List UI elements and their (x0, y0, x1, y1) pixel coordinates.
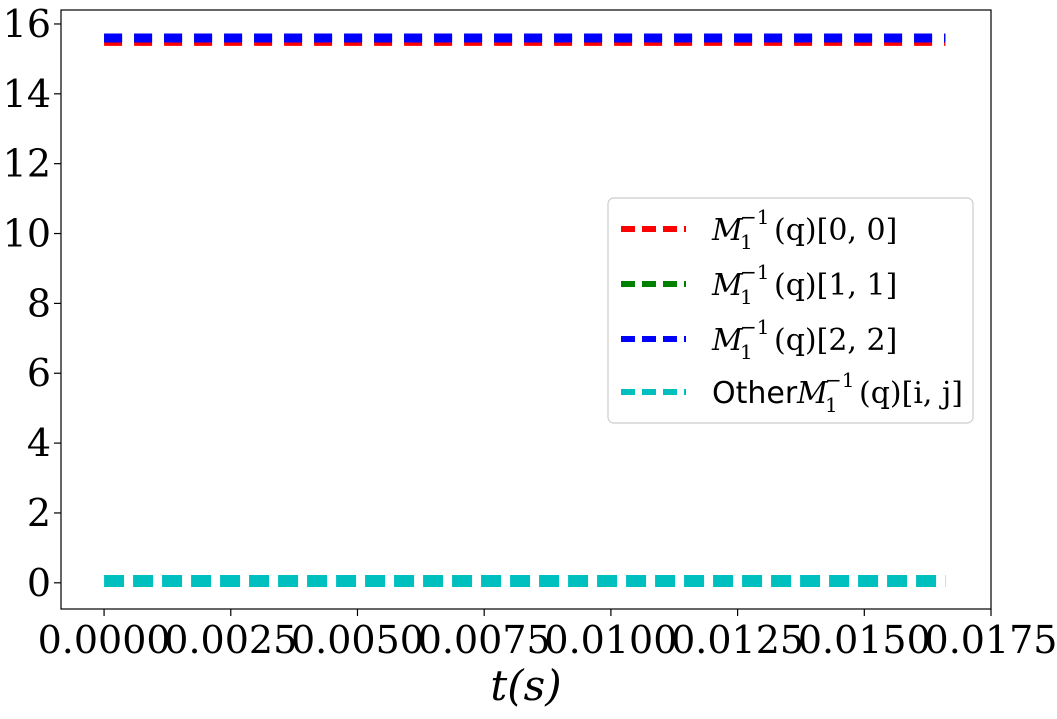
legend-label-sub: 1 (825, 393, 838, 417)
y-tick-label: 16 (3, 2, 51, 46)
x-tick-label: 0.0125 (671, 618, 804, 662)
x-axis-label: t(s) (490, 661, 561, 710)
legend-label-sub: 1 (740, 285, 753, 309)
y-tick-label: 0 (27, 561, 51, 605)
y-tick-label: 4 (27, 421, 51, 465)
legend-box (607, 197, 974, 424)
x-tick-label: 0.0100 (544, 618, 677, 662)
x-tick-label: 0.0000 (38, 618, 171, 662)
legend-label-sup: −1 (825, 368, 854, 392)
y-axis: 0 2 4 6 8 10 12 14 16 (3, 2, 61, 605)
legend-label-base: M (711, 268, 744, 303)
x-tick-label: 0.0025 (164, 618, 297, 662)
legend-label-tail: (q)[1, 1] (774, 268, 897, 303)
legend-label-tail: (q)[i, j] (859, 376, 963, 411)
y-tick-label: 10 (3, 212, 51, 256)
x-axis: 0.00000.00250.00500.00750.01000.01250.01… (38, 609, 1057, 662)
legend-prefix: Other (712, 376, 798, 411)
x-tick-label: 0.0175 (925, 618, 1057, 662)
y-tick-label: 12 (3, 142, 51, 186)
series-layer (104, 33, 946, 588)
legend-label-tail: (q)[0, 0] (774, 213, 897, 248)
legend: M−11 (q)[0, 0]M−11 (q)[1, 1]M−11 (q)[2, 2]O… (607, 197, 974, 424)
y-tick-label: 6 (27, 351, 51, 395)
x-tick-label: 0.0075 (418, 618, 551, 662)
x-tick-label: 0.0150 (798, 618, 931, 662)
x-tick-label: 0.0050 (291, 618, 424, 662)
y-tick-label: 2 (27, 491, 51, 535)
legend-label-sup: −1 (740, 315, 769, 339)
legend-label-sup: −1 (740, 205, 769, 229)
legend-label-base: M (796, 376, 829, 411)
y-tick-label: 8 (27, 281, 51, 325)
legend-label-base: M (711, 323, 744, 358)
legend-label-tail: (q)[2, 2] (774, 323, 897, 358)
y-tick-label: 14 (3, 72, 51, 116)
legend-label-sub: 1 (740, 230, 753, 254)
legend-label-sub: 1 (740, 340, 753, 364)
plot-frame (60, 9, 992, 610)
legend-label-base: M (711, 213, 744, 248)
legend-label-sup: −1 (740, 260, 769, 284)
